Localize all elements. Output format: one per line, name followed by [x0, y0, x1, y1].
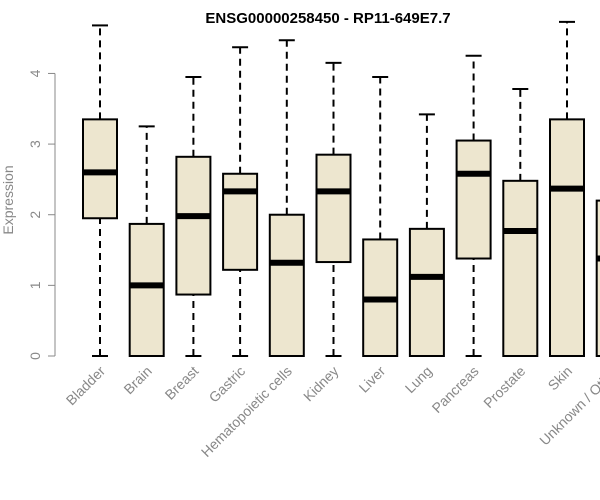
y-tick-label: 4 [27, 69, 43, 77]
category-label: Gastric [206, 363, 249, 406]
iqr-box [222, 172, 259, 271]
box-brain [128, 125, 165, 357]
box-unknown-other [595, 199, 600, 357]
box-prostate [502, 87, 539, 357]
iqr-box [595, 199, 600, 357]
y-tick-label: 1 [27, 281, 43, 289]
box-lung [408, 113, 445, 357]
box-skin [549, 20, 585, 357]
iqr-box [175, 155, 212, 296]
category-label: Breast [162, 363, 202, 403]
box-bladder [82, 24, 118, 357]
chart-title: ENSG00000258450 - RP11-649E7.7 [205, 10, 450, 27]
category-label: Liver [356, 363, 389, 396]
box-breast [175, 75, 212, 357]
box-kidney [315, 61, 352, 357]
iqr-box [549, 118, 585, 357]
iqr-box [315, 153, 352, 264]
category-label: Skin [545, 363, 576, 394]
category-label: Prostate [480, 363, 528, 411]
y-axis-label: Expression [0, 165, 16, 234]
box-hematopoietic-cells [268, 39, 305, 357]
iqr-box [128, 222, 165, 357]
y-tick-label: 2 [27, 211, 43, 219]
iqr-box [502, 179, 539, 357]
category-label: Kidney [300, 363, 342, 405]
box-pancreas [455, 54, 492, 357]
category-label: Lung [402, 363, 435, 396]
category-label: Hematopoietic cells [198, 363, 295, 460]
y-tick-label: 0 [27, 352, 43, 360]
box-gastric [222, 46, 259, 357]
category-label: Brain [120, 363, 154, 397]
boxes [82, 20, 600, 357]
y-tick-label: 3 [27, 140, 43, 148]
iqr-box [268, 213, 305, 357]
box-liver [362, 75, 399, 357]
iqr-box [82, 118, 118, 220]
y-axis: 0 1 2 3 4 [27, 69, 56, 360]
iqr-box [455, 139, 492, 260]
category-label: Pancreas [429, 363, 482, 416]
category-label: Bladder [63, 363, 109, 409]
iqr-box [408, 227, 445, 357]
